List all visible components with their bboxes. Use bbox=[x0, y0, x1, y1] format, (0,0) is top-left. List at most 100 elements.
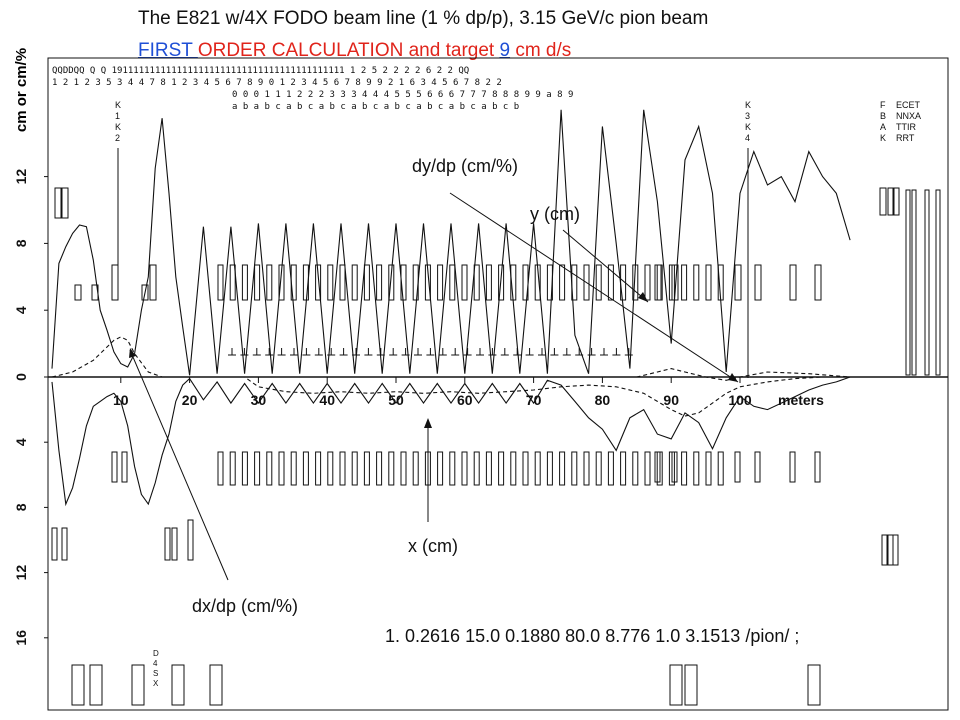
magnet-outline-71 bbox=[571, 451, 578, 486]
kik4-char-2: K bbox=[745, 122, 751, 132]
magnet-outline-123 bbox=[807, 664, 821, 706]
magnet-outline-90 bbox=[149, 264, 157, 301]
magnet-outline-40 bbox=[705, 264, 712, 301]
magnet-outline-70 bbox=[559, 451, 566, 486]
magnet-outline-117 bbox=[89, 664, 103, 706]
magnet-outline-127 bbox=[935, 189, 941, 376]
x-tick-label-80: 80 bbox=[595, 392, 611, 408]
magnet-outline-9 bbox=[327, 264, 334, 301]
annotation-dx-dp: dx/dp (cm/%) bbox=[192, 596, 298, 616]
magnet-outline-31 bbox=[595, 264, 602, 301]
magnet-outline-8 bbox=[315, 264, 322, 301]
magnet-outline-56 bbox=[388, 451, 395, 486]
magnet-outline-124 bbox=[905, 189, 911, 376]
fbak-char-1: B bbox=[880, 111, 886, 121]
magnet-outline-65 bbox=[498, 451, 505, 486]
magnet-outline-121 bbox=[669, 664, 683, 706]
arrow-y bbox=[562, 229, 649, 303]
magnet-outline-106 bbox=[187, 519, 194, 561]
magnet-outline-39 bbox=[693, 264, 700, 301]
magnet-outline-20 bbox=[461, 264, 468, 301]
magnet-outline-114 bbox=[887, 534, 894, 566]
fbak-label: F B A K bbox=[880, 100, 886, 143]
magnet-outline-14 bbox=[388, 264, 395, 301]
magnet-outline-67 bbox=[522, 451, 529, 486]
subtitle-part-order: ORDER CALCULATION and target bbox=[197, 40, 500, 61]
magnet-outline-3 bbox=[254, 264, 261, 301]
magnet-outline-75 bbox=[620, 451, 627, 486]
d4sx-char-1: 4 bbox=[153, 659, 158, 668]
chart-title: The E821 w/4X FODO beam line (1 % dp/p),… bbox=[138, 8, 709, 29]
beamline-elements bbox=[51, 148, 941, 706]
magnet-outline-32 bbox=[607, 264, 614, 301]
magnet-outline-60 bbox=[437, 451, 444, 486]
magnet-outline-10 bbox=[339, 264, 346, 301]
magnet-outline-103 bbox=[121, 451, 128, 483]
arrow-dx-dp bbox=[129, 348, 229, 581]
magnet-outline-54 bbox=[363, 451, 370, 486]
fbak-char-2: A bbox=[880, 122, 886, 132]
x-tick-label-100: 100 bbox=[728, 392, 752, 408]
magnet-outline-113 bbox=[881, 534, 888, 566]
command-line-text: 1. 0.2616 15.0 0.1880 80.0 8.776 1.0 3.1… bbox=[385, 626, 799, 646]
magnet-outline-66 bbox=[510, 451, 517, 486]
lower-y-tick-label-12: 12 bbox=[13, 565, 29, 581]
magnet-outline-0 bbox=[217, 264, 224, 301]
magnet-outline-62 bbox=[461, 451, 468, 486]
magnet-outline-95 bbox=[789, 264, 797, 301]
upper-y-tick-label-8: 8 bbox=[13, 239, 29, 247]
magnet-outline-46 bbox=[266, 451, 273, 486]
x-tick-label-20: 20 bbox=[182, 392, 198, 408]
magnet-outline-23 bbox=[498, 264, 505, 301]
magnet-outline-102 bbox=[111, 451, 118, 483]
magnet-outline-122 bbox=[684, 664, 698, 706]
magnet-outline-115 bbox=[892, 534, 899, 566]
magnet-outline-49 bbox=[302, 451, 309, 486]
kik2-char-0: K bbox=[115, 100, 121, 110]
magnet-outline-85 bbox=[61, 187, 69, 219]
magnet-outline-77 bbox=[644, 451, 651, 486]
axis-ticks bbox=[44, 176, 741, 639]
subtitle-part-first: FIRST bbox=[138, 40, 198, 61]
ecet-row-0: ECET bbox=[896, 100, 921, 110]
kik2-char-3: 2 bbox=[115, 133, 120, 143]
magnet-outline-108 bbox=[671, 451, 678, 483]
magnet-outline-53 bbox=[351, 451, 358, 486]
magnet-outline-86 bbox=[74, 284, 82, 301]
magnet-outline-22 bbox=[485, 264, 492, 301]
ecet-row-3: RRT bbox=[896, 133, 915, 143]
magnet-outline-99 bbox=[892, 187, 900, 216]
magnet-outline-2 bbox=[241, 264, 248, 301]
magnet-outline-88 bbox=[111, 264, 119, 301]
ecet-label: ECET NNXA TTIR RRT bbox=[896, 100, 921, 143]
x-tick-label-50: 50 bbox=[388, 392, 404, 408]
x-tick-label-40: 40 bbox=[319, 392, 335, 408]
magnet-outline-84 bbox=[54, 187, 62, 219]
magnet-outline-57 bbox=[400, 451, 407, 486]
x-tick-label-70: 70 bbox=[526, 392, 542, 408]
magnet-outline-100 bbox=[51, 527, 58, 561]
magnet-outline-107 bbox=[654, 451, 661, 483]
magnet-outline-120 bbox=[209, 664, 223, 706]
upper-y-tick-label-12: 12 bbox=[13, 169, 29, 185]
magnet-outline-72 bbox=[583, 451, 590, 486]
lower-y-tick-label-16: 16 bbox=[13, 630, 29, 646]
kik4-char-0: K bbox=[745, 100, 751, 110]
magnet-outline-116 bbox=[71, 664, 85, 706]
magnet-outline-4 bbox=[266, 264, 273, 301]
magnet-outline-82 bbox=[705, 451, 712, 486]
d4sx-label: D 4 S X bbox=[153, 649, 159, 688]
upper-y-tick-label-4: 4 bbox=[13, 306, 29, 314]
magnet-outline-69 bbox=[546, 451, 553, 486]
magnet-outline-89 bbox=[141, 284, 149, 301]
x-tick-label-10: 10 bbox=[113, 392, 129, 408]
kik4-char-1: 3 bbox=[745, 111, 750, 121]
magnet-outline-101 bbox=[61, 527, 68, 561]
kicker-k3k4-label: K 3 K 4 bbox=[745, 100, 751, 143]
magnet-outline-11 bbox=[351, 264, 358, 301]
magnet-outline-118 bbox=[131, 664, 145, 706]
magnet-outline-19 bbox=[449, 264, 456, 301]
d4sx-char-3: X bbox=[153, 679, 159, 688]
magnet-outline-28 bbox=[559, 264, 566, 301]
